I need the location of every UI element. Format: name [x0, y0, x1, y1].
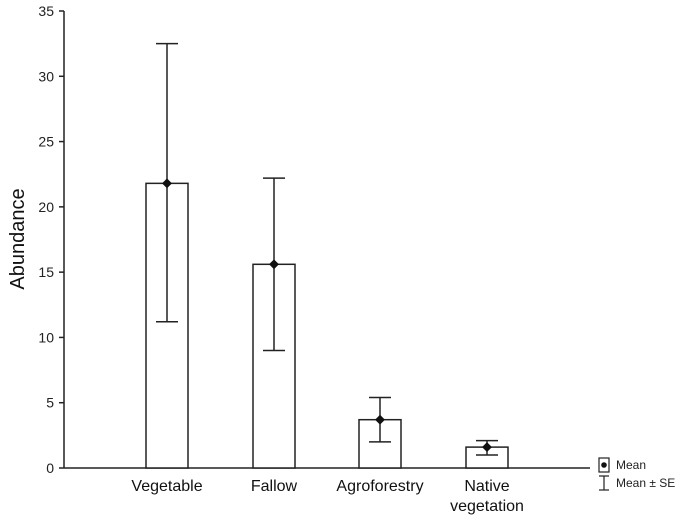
legend-label-mean: Mean	[616, 458, 646, 472]
mean-marker	[482, 442, 492, 453]
mean-marker	[269, 259, 279, 270]
y-tick-label: 30	[38, 68, 54, 84]
x-tick-label: Vegetable	[131, 478, 202, 495]
y-axis-title: Abundance	[7, 188, 29, 289]
y-ticks: 0 5 10 15 20 25 30 35	[38, 3, 64, 476]
x-labels: Vegetable Fallow Agroforestry Native vegetat…	[131, 478, 524, 515]
legend-label-se: Mean ± SE	[616, 476, 675, 490]
bars	[145, 42, 509, 469]
axes	[63, 11, 590, 469]
y-tick-label: 35	[38, 3, 54, 19]
mean-marker	[375, 414, 385, 425]
x-tick-label: Native	[464, 478, 509, 495]
y-tick-label: 0	[46, 460, 54, 476]
x-tick-label: Fallow	[251, 478, 298, 495]
x-tick-label: vegetation	[450, 498, 524, 515]
y-tick-label: 25	[38, 134, 54, 150]
y-tick-label: 20	[38, 199, 54, 215]
legend-mean-dot	[601, 462, 607, 468]
y-tick-label: 10	[38, 329, 54, 345]
x-tick-label: Agroforestry	[336, 478, 423, 495]
legend: Mean Mean ± SE	[598, 457, 675, 491]
y-tick-label: 15	[38, 264, 54, 280]
y-tick-label: 5	[46, 395, 54, 411]
mean-marker	[162, 178, 172, 189]
